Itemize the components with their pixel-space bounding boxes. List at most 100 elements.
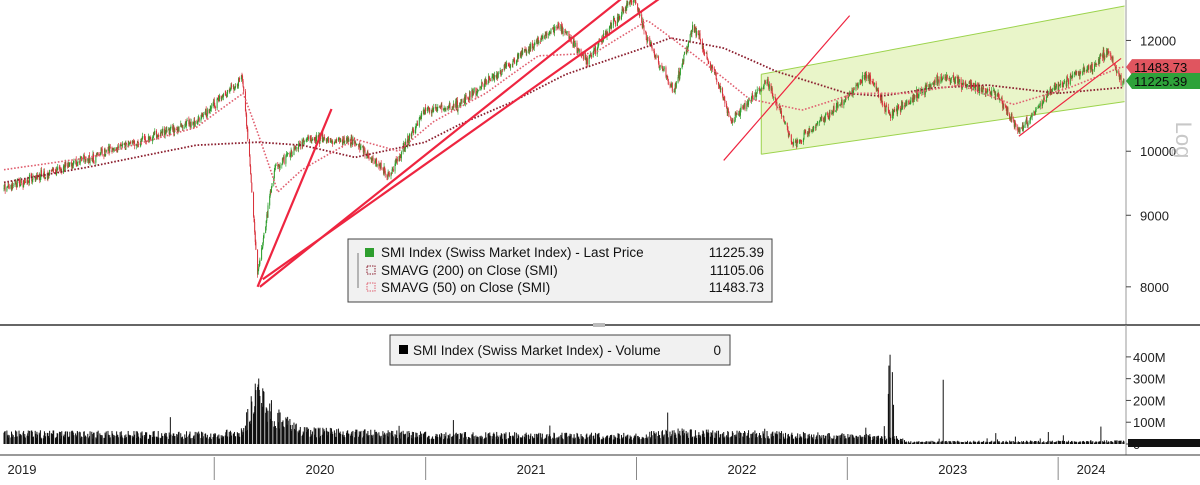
volume-bar: [360, 431, 361, 444]
candle-body: [259, 260, 260, 265]
candle-body: [551, 28, 552, 33]
candle-body: [644, 26, 645, 31]
candle-body: [615, 22, 616, 26]
price-tick-label: 10000: [1140, 144, 1176, 159]
volume-bar: [1076, 442, 1077, 444]
candle-body: [98, 153, 99, 154]
candle-body: [183, 128, 184, 129]
volume-bar: [575, 438, 576, 444]
candle-body: [80, 158, 81, 163]
candle-body: [84, 155, 85, 156]
candle-body: [563, 31, 564, 34]
volume-bar: [579, 439, 580, 444]
candle-body: [805, 133, 806, 134]
volume-bar: [1113, 442, 1114, 444]
volume-bar: [69, 432, 70, 444]
candle-body: [749, 100, 750, 101]
candle-body: [227, 90, 228, 94]
candle-body: [611, 25, 612, 28]
volume-bar: [53, 430, 54, 444]
candle-body: [272, 183, 273, 187]
candle-body: [348, 139, 349, 141]
volume-bar: [490, 436, 491, 444]
volume-bar: [892, 372, 893, 444]
candle-body: [546, 33, 547, 35]
volume-bar: [639, 439, 640, 444]
candle-body: [1007, 108, 1008, 115]
volume-tick-label: 300M: [1133, 372, 1166, 387]
volume-bar: [126, 437, 127, 444]
volume-bar: [571, 434, 572, 444]
volume-bar: [591, 433, 592, 444]
candle-body: [514, 60, 515, 64]
volume-bar: [506, 439, 507, 444]
candle-body: [482, 82, 483, 84]
candle-body: [555, 27, 556, 28]
legend-entry-label: SMAVG (200) on Close (SMI): [381, 263, 558, 278]
volume-bar: [563, 439, 564, 444]
volume-bar: [65, 431, 66, 444]
x-tick-label: 2023: [938, 462, 967, 477]
candle-body: [579, 49, 580, 51]
candle-body: [158, 135, 159, 136]
candle-body: [769, 84, 770, 88]
volume-bar: [1100, 427, 1101, 444]
volume-bar: [538, 433, 539, 444]
volume-bar: [259, 396, 260, 444]
candle-body: [397, 159, 398, 161]
candle-body: [219, 96, 220, 102]
candle-body: [235, 86, 236, 87]
candle-body: [1096, 64, 1097, 65]
volume-bar: [90, 431, 91, 444]
volume-bar: [1036, 441, 1037, 444]
price-tick-label: 9000: [1140, 208, 1169, 223]
volume-bar: [947, 442, 948, 444]
candle-body: [187, 120, 188, 121]
candle-body: [510, 65, 511, 68]
volume-bar: [850, 435, 851, 444]
volume-bar: [668, 437, 669, 444]
volume-bar: [170, 435, 171, 444]
volume-bar: [340, 434, 341, 444]
volume-bar: [437, 437, 438, 444]
volume-bar: [943, 380, 944, 444]
candle-body: [29, 175, 30, 183]
volume-bar: [700, 436, 701, 444]
volume-bar: [623, 433, 624, 444]
volume-bar: [656, 432, 657, 444]
candle-body: [251, 174, 252, 182]
volume-bar: [732, 433, 733, 444]
candle-body: [741, 106, 742, 110]
volume-bar: [13, 435, 14, 444]
candle-body: [433, 107, 434, 108]
candle-body: [736, 113, 737, 115]
candle-body: [304, 141, 305, 142]
volume-bar: [1088, 441, 1089, 444]
volume-bar: [207, 435, 208, 444]
volume-bar: [939, 439, 940, 444]
candle-body: [801, 142, 802, 143]
volume-bar: [611, 435, 612, 444]
volume-bar: [522, 436, 523, 444]
volume-bar: [781, 431, 782, 444]
candle-body: [421, 113, 422, 117]
volume-bar: [910, 441, 911, 444]
volume-bar: [61, 431, 62, 444]
volume-bar: [300, 427, 301, 444]
candle-body: [683, 55, 684, 62]
candle-body: [607, 32, 608, 33]
candle-body: [983, 88, 984, 89]
legend-swatch-volume: [399, 345, 408, 354]
candle-body: [332, 141, 333, 144]
volume-bar: [927, 441, 928, 444]
candle-body: [1024, 125, 1025, 128]
candle-body: [466, 95, 467, 98]
candle-body: [352, 137, 353, 144]
candle-body: [526, 51, 527, 53]
volume-bar: [1092, 441, 1093, 444]
candle-body: [652, 47, 653, 50]
volume-bar: [724, 437, 725, 444]
candle-body: [1092, 69, 1093, 71]
price-flag-label: 11483.73: [1134, 60, 1187, 75]
